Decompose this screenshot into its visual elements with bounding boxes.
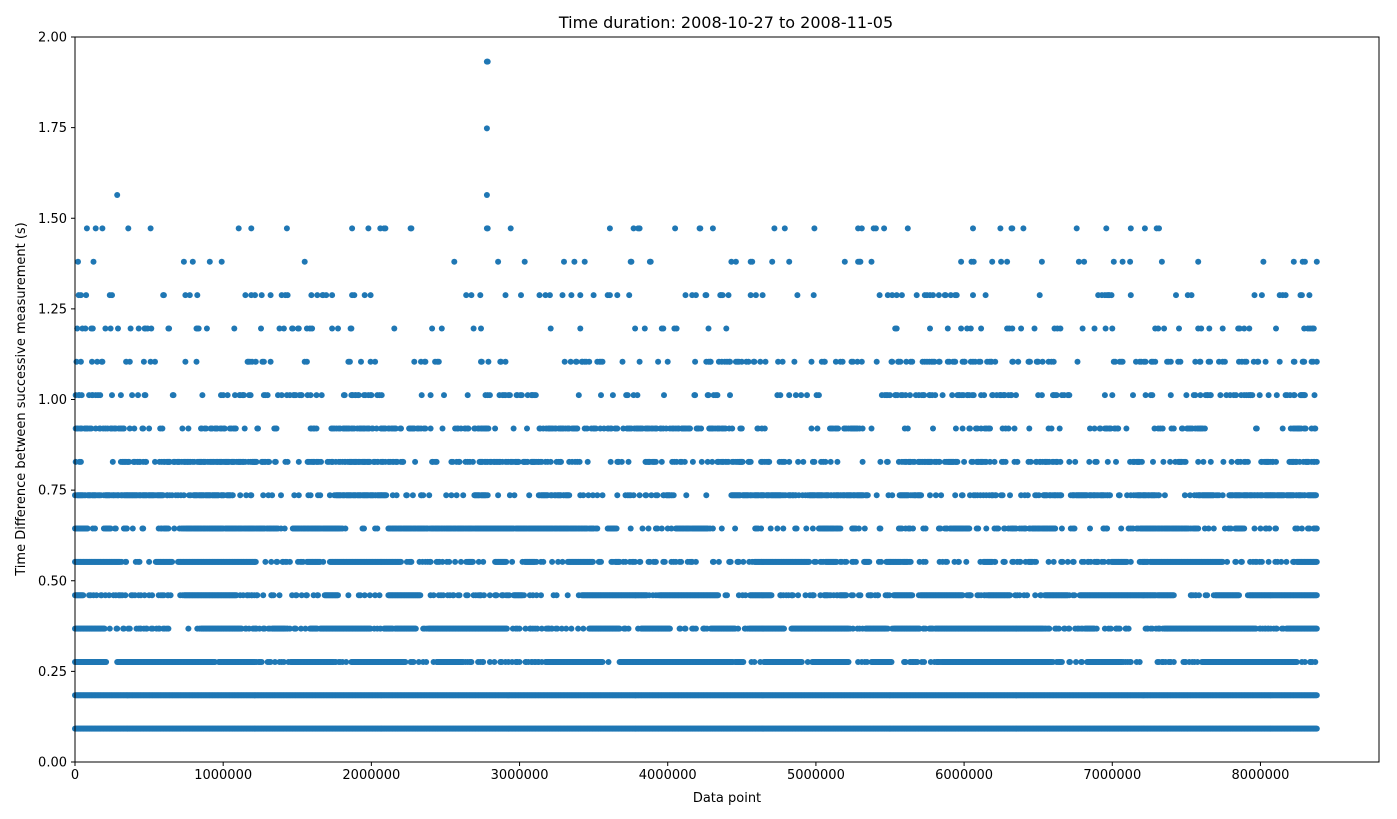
data-point — [1078, 659, 1085, 665]
data-point — [888, 659, 895, 665]
data-point — [114, 625, 121, 632]
data-point — [491, 659, 498, 665]
data-point — [599, 659, 606, 665]
data-point — [516, 659, 523, 665]
data-point — [1312, 659, 1319, 665]
data-point — [258, 659, 265, 665]
data-point — [740, 659, 747, 665]
data-point — [751, 659, 758, 665]
data-point — [103, 659, 110, 665]
data-point — [101, 625, 108, 632]
data-point — [412, 625, 419, 632]
data-point — [1301, 659, 1308, 665]
chart-title: Time duration: 2008-10-27 to 2008-11-05 — [558, 13, 893, 32]
data-point — [165, 625, 172, 632]
data-point — [1067, 659, 1073, 665]
data-point — [423, 659, 430, 665]
data-point — [1313, 725, 1320, 732]
data-point — [921, 659, 928, 665]
data-points — [72, 58, 1320, 732]
data-point — [1170, 659, 1177, 665]
data-point — [410, 659, 417, 665]
data-point — [845, 659, 852, 665]
data-point — [503, 625, 510, 632]
data-point — [798, 659, 805, 665]
data-point — [516, 625, 523, 632]
data-point — [1073, 659, 1079, 665]
data-point — [468, 659, 475, 665]
data-point — [480, 659, 487, 665]
data-point — [605, 659, 612, 665]
data-point — [185, 625, 192, 632]
data-point — [1136, 659, 1143, 665]
data-point — [1127, 659, 1134, 665]
data-point — [402, 659, 409, 665]
data-point — [292, 625, 299, 632]
data-point — [126, 625, 133, 632]
data-point — [343, 659, 350, 665]
data-point — [1058, 659, 1065, 665]
data-point — [1313, 692, 1320, 699]
data-point — [563, 625, 570, 632]
data-point — [106, 625, 113, 632]
